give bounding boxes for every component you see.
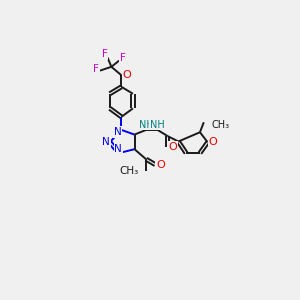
Text: O: O [169,142,177,152]
Text: N: N [102,137,110,147]
Text: O: O [209,137,218,147]
Text: F: F [101,49,107,59]
Text: CH₃: CH₃ [119,166,138,176]
Text: N: N [115,144,122,154]
Text: CH₃: CH₃ [212,119,230,130]
Text: F: F [120,53,126,63]
Text: F: F [93,64,99,74]
Text: N: N [114,127,122,137]
Text: NH: NH [139,119,153,130]
Text: O: O [122,70,131,80]
Text: NH: NH [150,119,165,130]
Text: O: O [156,160,165,170]
